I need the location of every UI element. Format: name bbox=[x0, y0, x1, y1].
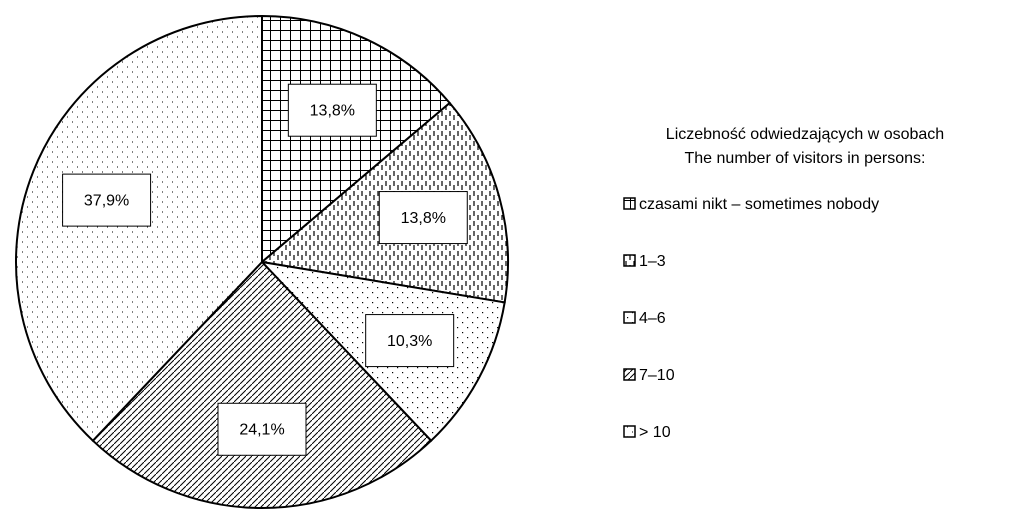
label-box bbox=[378, 191, 468, 245]
data-label: 37,9% bbox=[84, 192, 129, 209]
legend-swatch bbox=[623, 425, 636, 438]
legend-label: 1–3 bbox=[639, 253, 666, 270]
pie-slice bbox=[15, 14, 263, 443]
legend-label: > 10 bbox=[639, 424, 671, 441]
data-label: 13,8% bbox=[310, 102, 355, 119]
legend-title: The number of visitors in persons: bbox=[685, 150, 926, 167]
label-box bbox=[217, 402, 307, 456]
legend-label: 4–6 bbox=[639, 310, 666, 327]
legend-label: 7–10 bbox=[639, 367, 675, 384]
legend-swatch bbox=[623, 197, 636, 210]
pie-slice bbox=[261, 14, 452, 265]
label-box bbox=[365, 314, 455, 368]
data-label: 24,1% bbox=[239, 421, 284, 438]
data-label: 13,8% bbox=[401, 210, 446, 227]
label-box bbox=[287, 83, 377, 137]
data-label: 10,3% bbox=[387, 333, 432, 350]
legend-title: Liczebność odwiedzających w osobach bbox=[666, 126, 944, 143]
label-box bbox=[62, 173, 152, 227]
legend-swatch bbox=[623, 311, 636, 324]
legend-label: czasami nikt – sometimes nobody bbox=[639, 196, 879, 213]
legend-swatch bbox=[623, 254, 636, 267]
pie-slice bbox=[91, 260, 433, 509]
legend-swatch bbox=[623, 368, 636, 381]
